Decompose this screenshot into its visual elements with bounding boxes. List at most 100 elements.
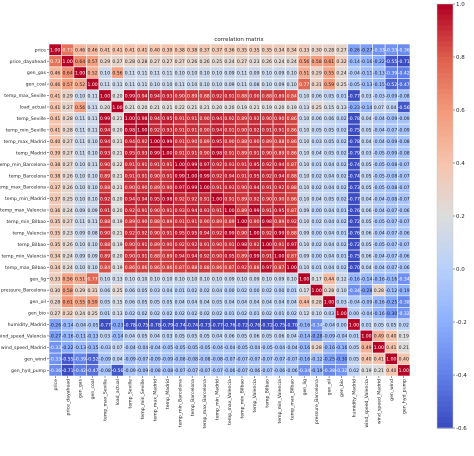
cell-value-label: 0.89 xyxy=(100,173,110,179)
cell-value-label: -0.23 xyxy=(112,322,124,328)
cell-value-label: 0.02 xyxy=(399,322,409,328)
cell-value-label: 0.51 xyxy=(75,276,85,282)
cell-value-label: 0.90 xyxy=(199,219,209,225)
cell-value-label: 0.94 xyxy=(100,139,110,145)
cell-value-label: 0.15 xyxy=(112,299,122,305)
cell-value-label: 0.90 xyxy=(249,93,259,99)
row-tick-label: load_actual xyxy=(20,105,46,111)
column-tick-label: temp_Barcelona xyxy=(190,379,196,416)
cell-value-label: 0.90 xyxy=(237,185,247,191)
cell-value-label: 0.04 xyxy=(361,265,371,271)
cell-value-label: 0.90 xyxy=(150,231,160,237)
cell-value-label: -0.04 xyxy=(348,70,360,76)
cell-value-label: -0.14 xyxy=(360,105,372,111)
cell-value-label: 0.86 xyxy=(287,139,297,145)
cell-value-label: 0.49 xyxy=(374,334,384,340)
cell-value-label: 0.21 xyxy=(374,368,384,374)
cell-value-label: -0.04 xyxy=(373,208,385,214)
cell-value-label: -0.07 xyxy=(385,242,397,248)
cell-value-label: 0.92 xyxy=(249,196,259,202)
cell-value-label: -0.39 xyxy=(74,357,86,363)
cell-value-label: -0.05 xyxy=(261,345,273,351)
cell-value-label: 0.97 xyxy=(175,185,185,191)
cell-value-label: -0.05 xyxy=(373,242,385,248)
cell-value-label: -0.33 xyxy=(373,48,385,54)
cell-value-label: -0.07 xyxy=(224,357,236,363)
cell-value-label: 0.04 xyxy=(274,299,284,305)
cell-value-label: 0.27 xyxy=(112,59,122,65)
cell-value-label: 0.02 xyxy=(312,185,322,191)
cell-value-label: -0.04 xyxy=(286,345,298,351)
cell-value-label: 0.95 xyxy=(212,139,222,145)
cell-value-label: 0.02 xyxy=(162,311,172,317)
cell-value-label: 0.86 xyxy=(287,128,297,134)
cell-value-label: 0.90 xyxy=(125,242,135,248)
cell-value-label: 0.05 xyxy=(312,128,322,134)
cell-value-label: 1.00 xyxy=(87,82,97,88)
cell-value-label: 0.34 xyxy=(274,48,284,54)
cell-value-label: -0.74 xyxy=(174,322,186,328)
colorbar-segment xyxy=(437,178,453,185)
column-tick-label: temp_min_Madrid xyxy=(215,379,221,420)
cell-value-label: 0.02 xyxy=(336,185,346,191)
colorbar-segment xyxy=(437,306,453,312)
cell-value-label: 0.05 xyxy=(324,93,334,99)
cell-value-label: 0.04 xyxy=(324,254,334,260)
cell-value-label: 0.31 xyxy=(312,82,322,88)
cell-value-label: 0.64 xyxy=(75,59,85,65)
cell-value-label: 0.37 xyxy=(199,48,209,54)
cell-value-label: 0.90 xyxy=(212,242,222,248)
cell-value-label: 0.10 xyxy=(299,242,309,248)
cell-value-label: 0.91 xyxy=(150,162,160,168)
cell-value-label: 0.05 xyxy=(324,128,334,134)
cell-value-label: 0.21 xyxy=(187,105,197,111)
cell-value-label: 0.89 xyxy=(274,151,284,157)
cell-value-label: -0.16 xyxy=(373,299,385,305)
cell-value-label: 0.27 xyxy=(63,139,73,145)
cell-value-label: 0.90 xyxy=(125,185,135,191)
cell-value-label: 0.24 xyxy=(63,208,73,214)
cell-value-label: 0.08 xyxy=(249,82,259,88)
cell-value-label: 0.94 xyxy=(274,173,284,179)
cell-value-label: 0.92 xyxy=(175,196,185,202)
cell-value-label: -0.05 xyxy=(373,173,385,179)
cell-value-label: 0.89 xyxy=(150,242,160,248)
cell-value-label: 0.38 xyxy=(50,173,60,179)
cell-value-label: 0.61 xyxy=(324,59,334,65)
cell-value-label: 0.98 xyxy=(212,151,222,157)
cell-value-label: -0.09 xyxy=(149,357,161,363)
row-tick-label: wind_speed_Valencia xyxy=(0,334,46,340)
cell-value-label: 0.21 xyxy=(112,116,122,122)
cell-value-label: 0.01 xyxy=(175,288,185,294)
cell-value-label: 0.10 xyxy=(162,276,172,282)
cell-value-label: 0.05 xyxy=(199,334,209,340)
cell-value-label: 0.89 xyxy=(237,151,247,157)
cell-value-label: 0.20 xyxy=(137,105,147,111)
cell-value-label: 0.04 xyxy=(324,208,334,214)
row-tick-label: temp_Valencia xyxy=(12,230,46,236)
colorbar-segment xyxy=(437,316,453,323)
cell-value-label: 0.10 xyxy=(237,276,247,282)
cell-value-label: -0.13 xyxy=(74,345,86,351)
cell-value-label: 0.73 xyxy=(63,48,73,54)
column-tick-label: pressure_Barcelona xyxy=(314,379,320,424)
cell-value-label: 0.91 xyxy=(162,231,172,237)
cell-value-label: -0.04 xyxy=(336,334,348,340)
cell-value-label: 0.25 xyxy=(312,105,322,111)
column-tick-label: price_dayahead xyxy=(65,379,71,416)
column-tick-label: temp_max_Bilbao xyxy=(289,379,295,420)
cell-value-label: 0.91 xyxy=(175,139,185,145)
cell-value-label: 0.28 xyxy=(324,288,334,294)
cell-value-label: 1.00 xyxy=(187,173,197,179)
cell-value-label: 0.88 xyxy=(274,139,284,145)
cell-value-label: 0.92 xyxy=(237,265,247,271)
cell-value-label: -0.04 xyxy=(273,345,285,351)
cell-value-label: 0.92 xyxy=(212,162,222,168)
cell-value-label: 0.99 xyxy=(249,254,259,260)
cell-value-label: 0.03 xyxy=(150,288,160,294)
cell-value-label: -0.77 xyxy=(348,196,360,202)
cell-value-label: 0.93 xyxy=(224,162,234,168)
cell-value-label: -0.72 xyxy=(236,322,248,328)
cell-value-label: 0.91 xyxy=(212,185,222,191)
cell-value-label: 0.94 xyxy=(100,128,110,134)
